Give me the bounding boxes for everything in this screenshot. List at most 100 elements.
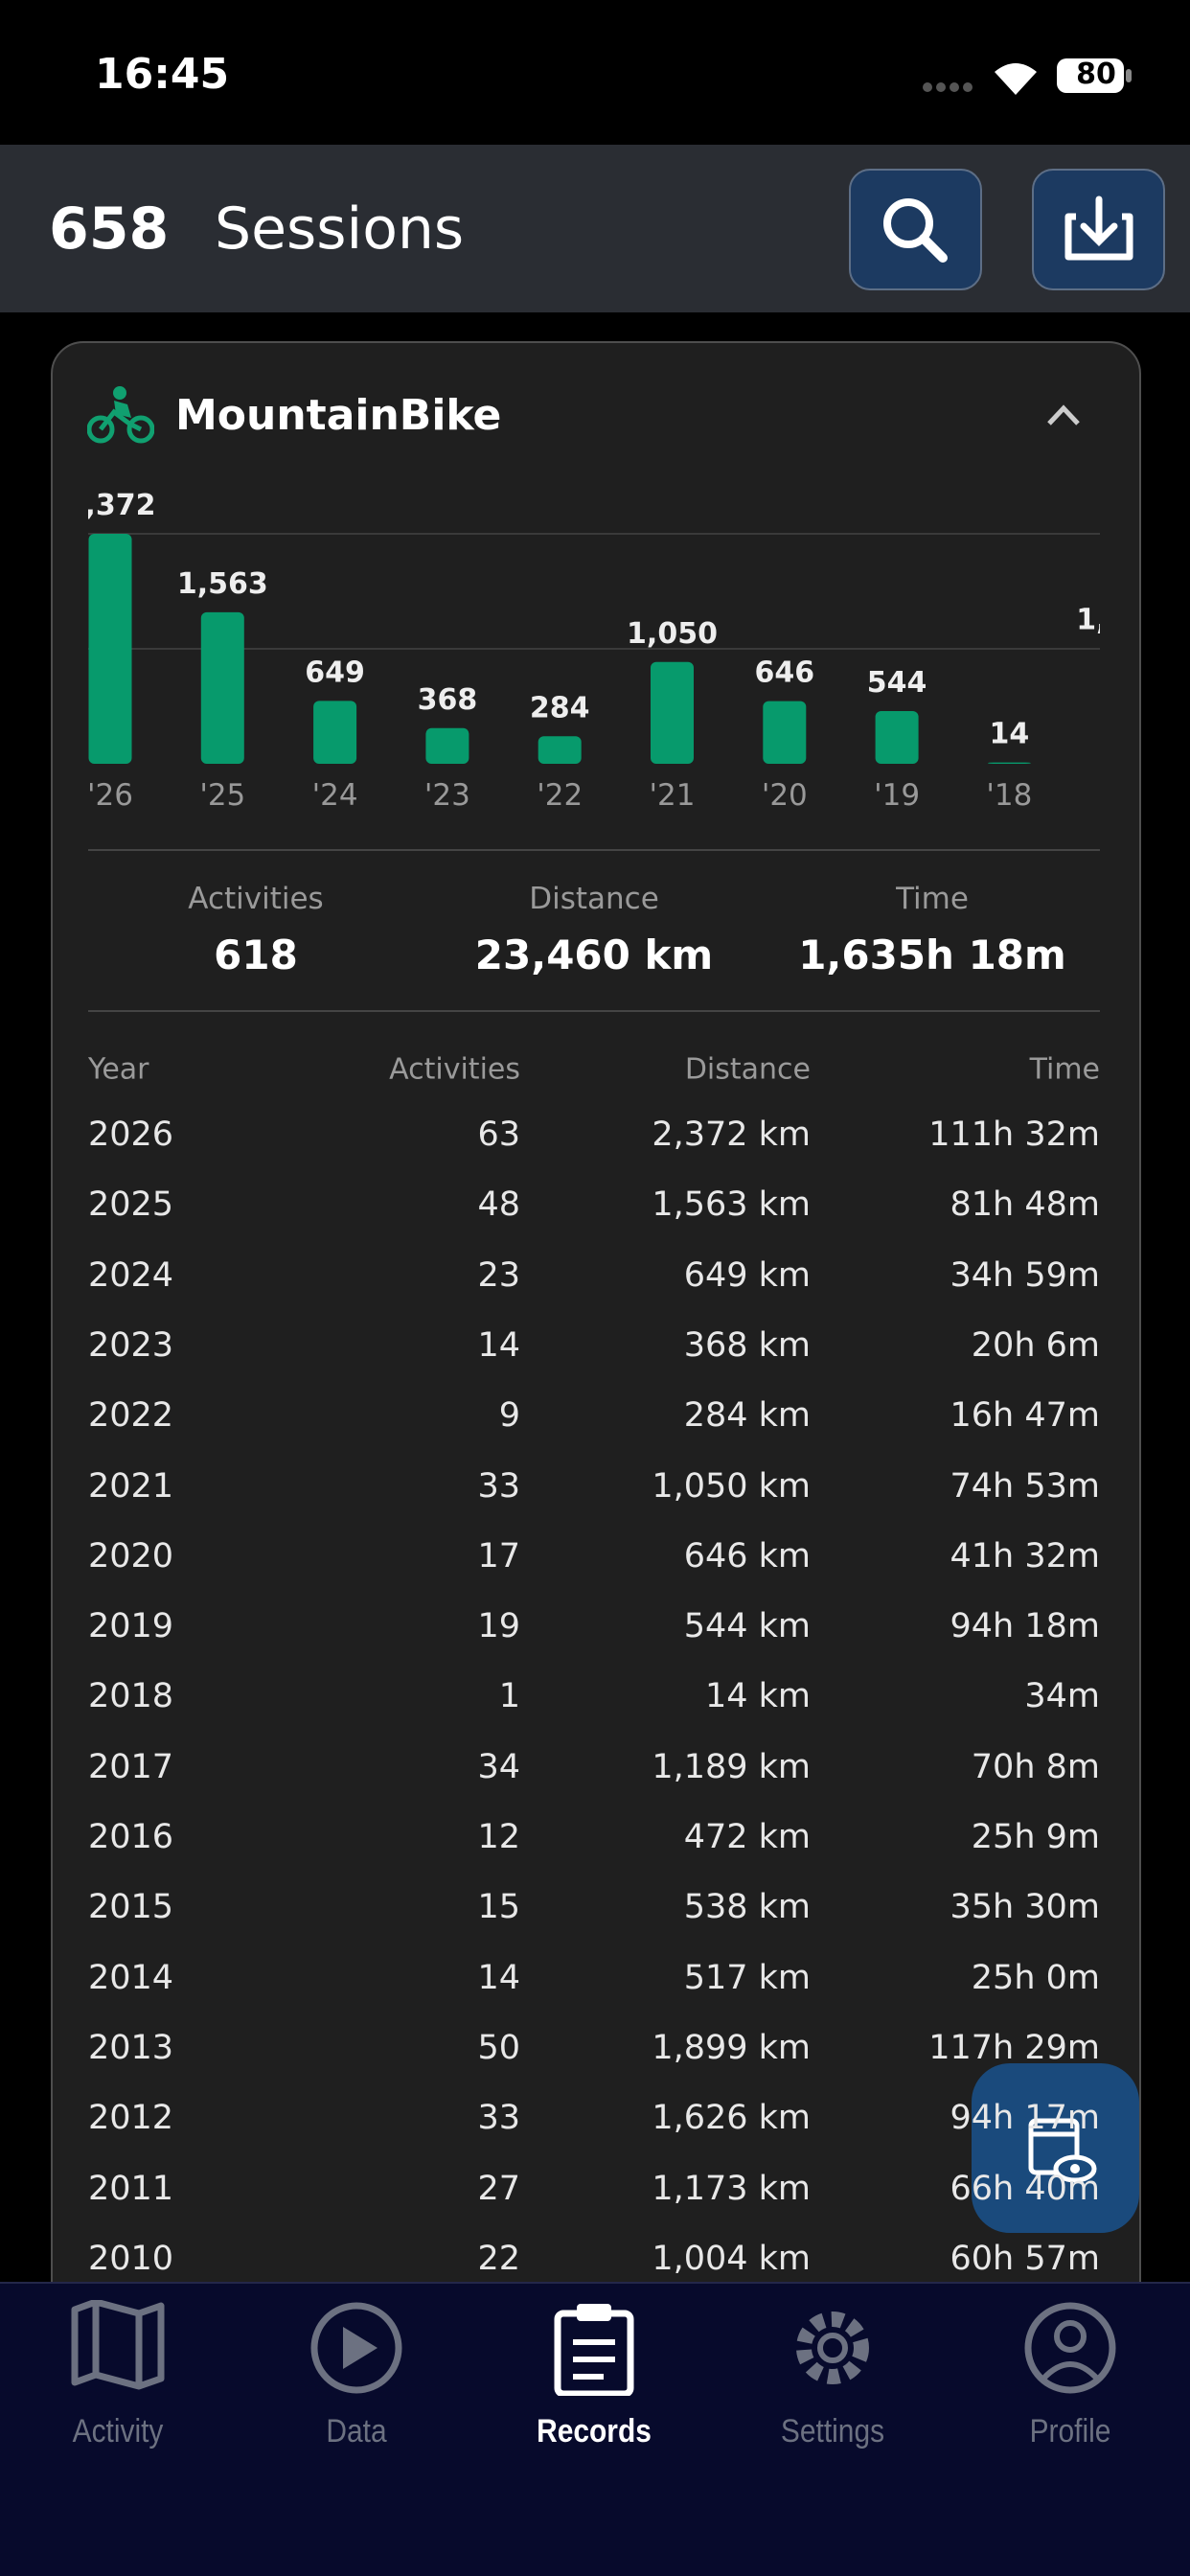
year-cell: 2021 [88, 1466, 174, 1506]
nav-label[interactable]: Settings [780, 2413, 885, 2450]
year-cell: 2025 [88, 1185, 174, 1225]
cell: 70h 8m [971, 1747, 1100, 1786]
bar-value-label: 649 [305, 656, 365, 689]
year-cell: 2012 [88, 2099, 174, 2138]
cell: 1,189 km [652, 1747, 811, 1786]
header-title: Sessions [215, 196, 465, 263]
divider [88, 1010, 1100, 1012]
cell: 50 [477, 2028, 520, 2067]
cell: 17 [477, 1536, 520, 1576]
collapse-button[interactable] [1044, 401, 1083, 429]
download-button[interactable] [1032, 169, 1165, 290]
x-tick-label: '22 [537, 778, 583, 813]
bar-value-label: 544 [867, 666, 927, 700]
year-cell: 2023 [88, 1325, 174, 1365]
cell: 74h 53m [950, 1466, 1100, 1506]
nav-label[interactable]: Records [537, 2413, 652, 2450]
year-cell: 2019 [88, 1607, 174, 1646]
cell: 41h 32m [950, 1536, 1100, 1576]
column-header: Distance [684, 1052, 811, 1087]
bar [88, 534, 132, 764]
summary-value: 1,635h 18m [798, 932, 1066, 978]
search-button[interactable] [849, 169, 982, 290]
summary-label: Activities [188, 882, 324, 916]
cell: 517 km [683, 1958, 811, 1997]
bar [313, 701, 357, 764]
year-cell: 2026 [88, 1116, 174, 1154]
cell: 22 [477, 2239, 520, 2278]
nav-label[interactable]: Activity [72, 2413, 164, 2450]
cell: 34m [1024, 1677, 1100, 1716]
cell: 649 km [683, 1255, 811, 1295]
nav-icons [71, 2300, 1116, 2396]
year-cell: 2020 [88, 1536, 174, 1576]
bar-value-label: 284 [530, 691, 590, 724]
view-fab[interactable] [972, 2063, 1139, 2233]
cell: 1,004 km [652, 2239, 811, 2278]
cell: 14 [477, 1325, 520, 1365]
status-icons [923, 58, 1132, 95]
cell: 25h 0m [971, 1958, 1100, 1997]
bar-value-label: 1,189 [1076, 604, 1100, 637]
year-cell: 2014 [88, 1958, 174, 1997]
year-cell: 2011 [88, 2169, 174, 2208]
cell: 27 [477, 2169, 520, 2208]
x-tick-label: '25 [199, 778, 245, 813]
nav-label[interactable]: Profile [1029, 2413, 1111, 2450]
bar [538, 736, 582, 764]
bar [200, 611, 244, 764]
cell: 94h 17m [950, 2099, 1100, 2138]
year-cell: 2013 [88, 2028, 174, 2067]
bar [425, 727, 469, 764]
cell: 66h 40m [950, 2169, 1100, 2208]
cell: 284 km [683, 1396, 811, 1436]
cell: 472 km [683, 1818, 811, 1856]
bar-value-label: 14 [990, 718, 1030, 751]
x-tick-label: '23 [424, 778, 470, 813]
bar-value-label: 1,563 [177, 567, 268, 601]
summary-label: Time [896, 882, 969, 916]
card-title: MountainBike [175, 391, 502, 440]
session-count: 658 [49, 196, 170, 263]
cell: 1,173 km [652, 2169, 811, 2208]
year-cell: 2017 [88, 1747, 174, 1786]
cell: 20h 6m [971, 1325, 1100, 1365]
nav-label[interactable]: Data [326, 2413, 387, 2450]
year-cell: 2015 [88, 1888, 174, 1927]
cell: 368 km [683, 1325, 811, 1365]
cell: 544 km [683, 1607, 811, 1646]
cell: 63 [477, 1116, 520, 1154]
cell: 33 [477, 2099, 520, 2138]
status-time: 16:45 [95, 50, 230, 99]
cell: 111h 32m [928, 1116, 1100, 1154]
cell: 19 [477, 1607, 520, 1646]
cell: 1,626 km [652, 2099, 811, 2138]
year-cell: 2016 [88, 1818, 174, 1856]
bottom-nav [0, 2282, 1190, 2576]
bar-value-label: 646 [754, 656, 814, 690]
x-tick-label: '19 [874, 778, 920, 813]
cell: 646 km [683, 1536, 811, 1576]
cell: 117h 29m [928, 2028, 1100, 2067]
bar-value-label: 2,372 [88, 489, 155, 522]
bar-value-label: 368 [418, 683, 478, 717]
cell: 23 [477, 1255, 520, 1295]
bar-chart: 2,372 '26 1,563 '25 649 '24 368 '23 284 '22 1,050 '… [88, 489, 1100, 813]
cell: 1 [498, 1677, 520, 1716]
x-tick-label: '24 [312, 778, 358, 813]
x-tick-label: '21 [650, 778, 696, 813]
bar [763, 701, 807, 764]
summary-label: Distance [529, 882, 659, 916]
cell: 25h 9m [971, 1818, 1100, 1856]
cell: 1,899 km [652, 2028, 811, 2067]
bar-value-label: 1,050 [627, 617, 718, 651]
cell: 81h 48m [950, 1185, 1100, 1225]
cell: 35h 30m [950, 1888, 1100, 1927]
battery-level: 80 [1076, 58, 1116, 91]
column-header: Time [1029, 1052, 1100, 1087]
bar [875, 710, 919, 764]
column-header: Year [88, 1052, 149, 1087]
cell: 48 [477, 1185, 520, 1225]
cell: 14 km [704, 1677, 811, 1716]
